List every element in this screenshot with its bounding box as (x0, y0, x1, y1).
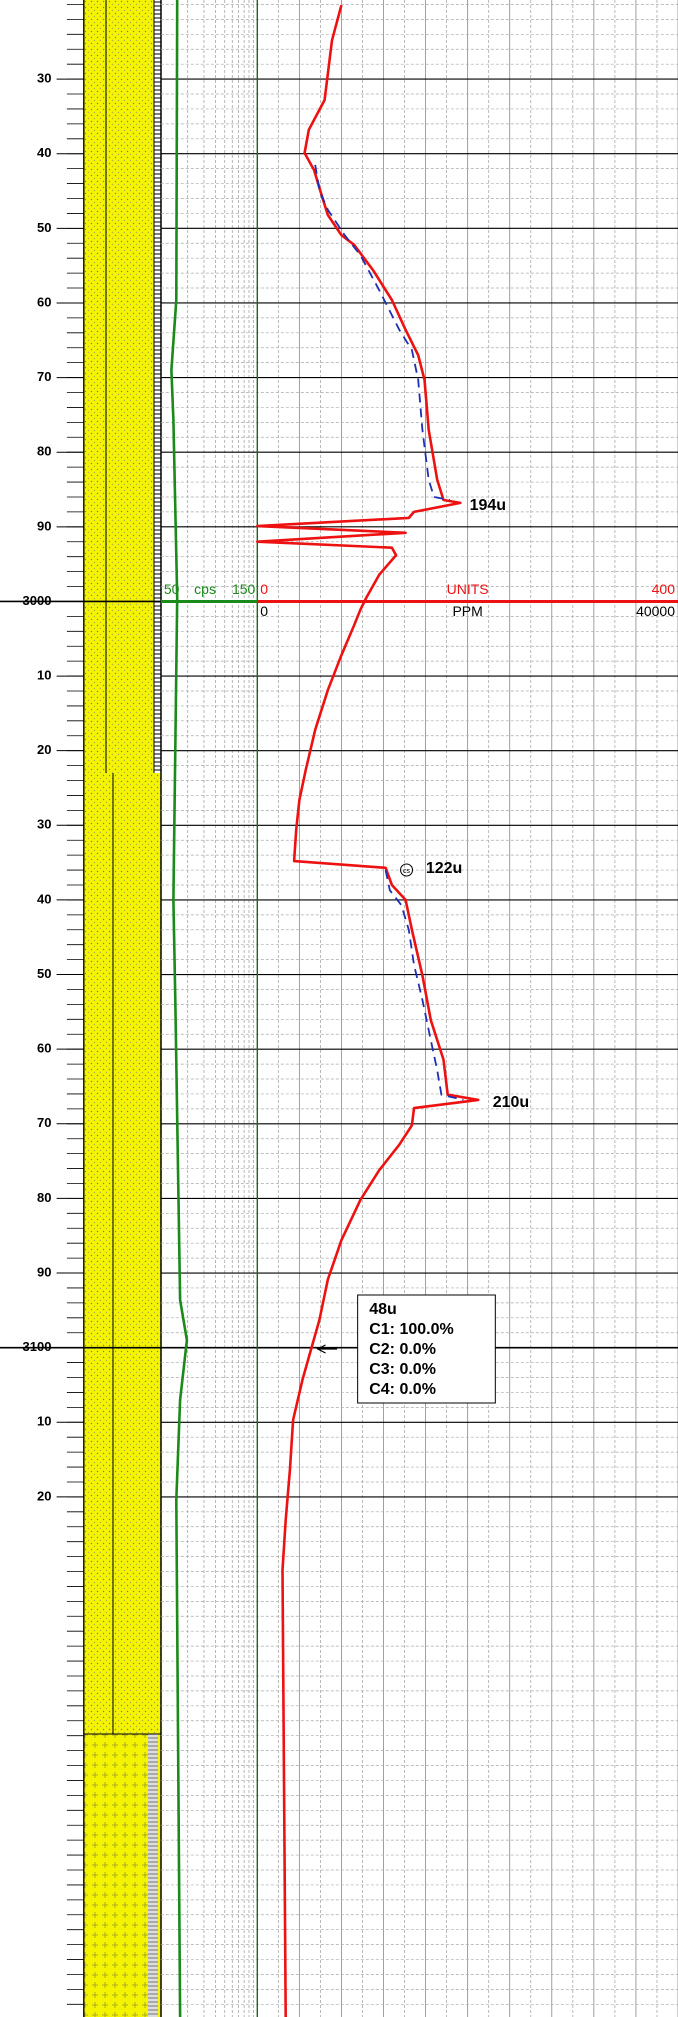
marker-circle (400, 863, 414, 877)
sand-upper (84, 0, 161, 1734)
depth-label: 30 (37, 817, 51, 832)
curve (314, 164, 464, 1101)
gas-box-line: C4: 0.0% (369, 1381, 436, 1398)
depth-label: 40 (37, 891, 51, 906)
depth-label: 20 (37, 742, 51, 757)
scale-label: PPM (452, 603, 482, 619)
gas-box (357, 1294, 496, 1404)
gas-arrow (316, 1344, 338, 1354)
depth-label: 80 (37, 1190, 51, 1205)
depth-label: 90 (37, 1264, 51, 1279)
scale-label: 40000 (636, 603, 675, 619)
depth-label: 80 (37, 444, 51, 459)
curve (170, 0, 189, 2017)
gas-box-line: C1: 100.0% (369, 1321, 454, 1338)
depth-label: 50 (37, 220, 51, 235)
depth-label: 40 (37, 145, 51, 160)
curve (256, 4, 480, 2017)
depth-label: 50 (37, 966, 51, 981)
depth-label: 10 (37, 668, 51, 683)
gas-box-line: 48u (369, 1301, 397, 1318)
scale-label: 0 (260, 603, 268, 619)
depth-label: 60 (37, 294, 51, 309)
peak-label: 210u (493, 1094, 529, 1111)
scale-label: UNITS (447, 581, 489, 597)
depth-label: 70 (37, 1115, 51, 1130)
depth-label: 3100 (23, 1339, 52, 1354)
scale-label: cps (194, 581, 216, 597)
marker-label: cs (403, 868, 411, 875)
depth-label: 30 (37, 71, 51, 86)
gas-box-line: C2: 0.0% (369, 1341, 436, 1358)
gas-box-line: C3: 0.0% (369, 1361, 436, 1378)
peak-label: 122u (426, 860, 462, 877)
depth-label: 70 (37, 369, 51, 384)
depth-label: 10 (37, 1414, 51, 1429)
cuttings-ladder (148, 1734, 158, 2017)
depth-label: 90 (37, 518, 51, 533)
depth-label: 3000 (23, 593, 52, 608)
peak-label: 194u (470, 497, 506, 514)
depth-label: 60 (37, 1041, 51, 1056)
scale-label: 0 (260, 581, 268, 597)
cuttings-ladder (154, 0, 161, 773)
scale-label: 400 (652, 581, 676, 597)
depth-label: 20 (37, 1488, 51, 1503)
lithology (83, 0, 162, 2017)
scale-label: 150 (232, 581, 256, 597)
